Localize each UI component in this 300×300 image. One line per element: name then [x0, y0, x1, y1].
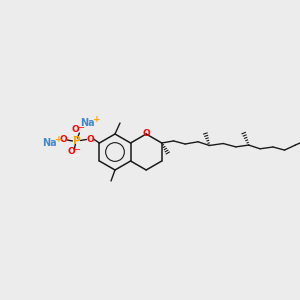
Text: P: P [73, 136, 80, 146]
Text: +: + [55, 136, 62, 145]
Text: O: O [59, 136, 67, 145]
Text: Na: Na [80, 118, 95, 128]
Text: O: O [71, 125, 79, 134]
Text: O: O [142, 130, 150, 139]
Text: O: O [68, 148, 75, 157]
Text: +: + [93, 116, 100, 124]
Text: −: − [73, 146, 80, 154]
Text: −: − [77, 124, 84, 133]
Text: Na: Na [42, 138, 57, 148]
Text: O: O [86, 134, 94, 143]
